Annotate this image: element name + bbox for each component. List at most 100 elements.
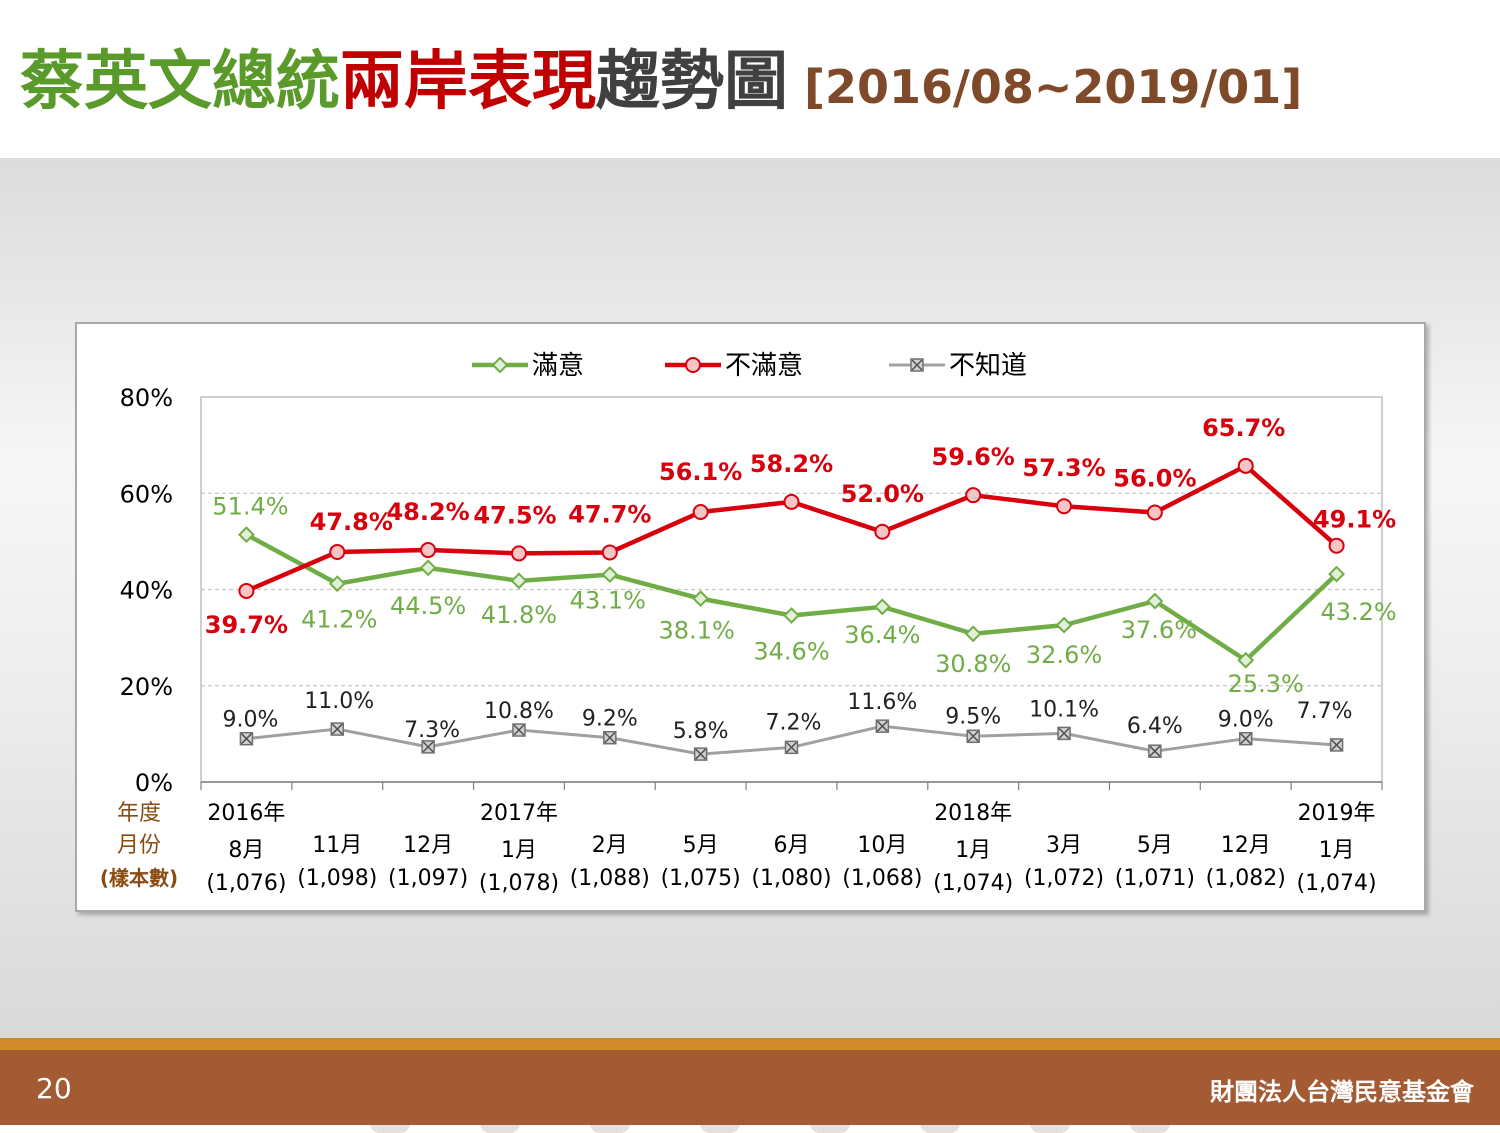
data-point-dissatisfied <box>238 582 255 599</box>
data-label-dissatisfied: 52.0% <box>841 480 924 508</box>
data-point-dont-know <box>1148 744 1162 758</box>
x-sample-label: (1,097) <box>388 866 468 891</box>
data-label-dissatisfied: 59.6% <box>932 443 1015 471</box>
x-month-label: 12月 <box>403 833 453 858</box>
x-year-label: 2017年 <box>480 801 558 826</box>
data-point-satisfied <box>1055 616 1073 634</box>
data-label-dissatisfied: 47.8% <box>310 508 393 536</box>
data-point-dissatisfied <box>874 523 891 540</box>
data-label-dissatisfied: 48.2% <box>386 498 469 526</box>
data-label-dont-know: 10.8% <box>484 699 554 724</box>
data-label-dont-know: 7.3% <box>404 718 460 743</box>
organization-name: 財團法人台灣民意基金會 <box>1210 1078 1474 1106</box>
data-label-dont-know: 9.2% <box>582 707 638 732</box>
chart-panel: 0% 20% 40% 60% 80% 2016年 8月 (1,076) 11月 (1,098) 12… <box>75 322 1426 912</box>
x-month-label: 8月 <box>228 838 264 863</box>
data-label-dissatisfied: 47.7% <box>568 500 651 528</box>
row-label-year: 年度 <box>117 801 161 826</box>
data-label-satisfied: 41.2% <box>301 606 377 634</box>
x-month-label: 1月 <box>1319 838 1355 863</box>
data-label-dissatisfied: 65.7% <box>1202 414 1285 442</box>
y-tick-label: 20% <box>120 673 173 701</box>
data-point-dont-know <box>784 740 799 755</box>
data-point-dissatisfied <box>692 504 709 521</box>
data-label-dissatisfied: 58.2% <box>750 450 833 478</box>
data-point-dont-know <box>421 740 435 754</box>
y-tick-label: 60% <box>120 480 173 508</box>
legend-label-dont-know: 不知道 <box>949 351 1027 381</box>
slide-title: 蔡英文總統兩岸表現趨勢圖 [2016/08~2019/01] <box>20 42 1302 127</box>
data-point-satisfied <box>692 590 710 608</box>
x-sample-label: (1,068) <box>842 866 922 891</box>
data-label-dont-know: 10.1% <box>1029 697 1099 722</box>
data-label-dissatisfied: 56.0% <box>1113 465 1196 493</box>
x-month-label: 11月 <box>312 833 362 858</box>
data-point-satisfied <box>964 625 982 643</box>
data-point-satisfied <box>419 559 437 577</box>
data-label-dont-know: 11.6% <box>847 690 917 715</box>
x-month-label: 6月 <box>774 833 810 858</box>
x-month-label: 3月 <box>1046 833 1082 858</box>
data-point-dissatisfied <box>965 487 982 504</box>
x-month-label: 1月 <box>955 838 991 863</box>
data-point-dissatisfied <box>601 544 618 561</box>
data-label-satisfied: 38.1% <box>659 617 735 645</box>
x-sample-label: (1,078) <box>479 871 559 896</box>
data-label-satisfied: 41.8% <box>481 601 557 629</box>
x-sample-label: (1,088) <box>570 866 650 891</box>
data-label-dont-know: 9.0% <box>222 708 278 733</box>
x-year-label: 2018年 <box>934 801 1012 826</box>
x-year-label: 2016年 <box>207 801 285 826</box>
x-sample-label: (1,071) <box>1115 866 1195 891</box>
slide-footer: 20 財團法人台灣民意基金會 <box>0 1050 1500 1125</box>
line-chart: 0% 20% 40% 60% 80% 2016年 8月 (1,076) 11月 (1,098) 12… <box>100 351 1397 896</box>
x-sample-label: (1,076) <box>206 871 286 896</box>
data-label-satisfied: 32.6% <box>1026 641 1102 669</box>
data-label-satisfied: 30.8% <box>935 650 1011 678</box>
data-label-dont-know: 6.4% <box>1127 714 1183 739</box>
data-label-dont-know: 11.0% <box>304 689 374 714</box>
x-month-label: 10月 <box>857 833 907 858</box>
data-point-dont-know <box>1238 731 1253 746</box>
row-label-month: 月份 <box>117 833 161 858</box>
data-point-dissatisfied <box>1328 537 1345 554</box>
data-label-dont-know: 9.5% <box>945 704 1001 729</box>
x-sample-label: (1,098) <box>297 866 377 891</box>
data-point-satisfied <box>510 572 528 590</box>
data-point-dont-know <box>966 729 980 744</box>
slide-header: 蔡英文總統兩岸表現趨勢圖 [2016/08~2019/01] <box>0 0 1500 158</box>
data-label-dont-know: 7.7% <box>1297 699 1353 724</box>
data-point-dont-know <box>1329 738 1344 752</box>
data-point-dont-know <box>603 730 617 745</box>
data-point-dissatisfied <box>783 493 800 510</box>
x-sample-label: (1,072) <box>1024 866 1104 891</box>
y-tick-label: 40% <box>120 577 173 605</box>
y-tick-label: 80% <box>120 384 173 412</box>
x-sample-label: (1,074) <box>1296 871 1376 896</box>
x-month-label: 12月 <box>1221 833 1271 858</box>
data-point-dont-know <box>875 719 890 733</box>
data-label-dissatisfied: 49.1% <box>1313 506 1396 534</box>
data-label-satisfied: 37.6% <box>1121 616 1197 644</box>
data-label-satisfied: 44.5% <box>390 592 466 620</box>
data-point-dissatisfied <box>1237 457 1254 474</box>
data-point-satisfied <box>783 607 800 624</box>
data-label-dissatisfied: 56.1% <box>659 458 742 486</box>
data-label-dissatisfied: 57.3% <box>1022 454 1105 482</box>
data-point-dont-know <box>239 731 254 746</box>
data-point-dont-know <box>1057 726 1071 741</box>
x-sample-label: (1,075) <box>661 866 741 891</box>
title-part-cross-strait: 兩岸表現 <box>340 45 596 119</box>
data-point-satisfied <box>1146 592 1164 610</box>
data-point-dont-know <box>512 723 526 737</box>
data-point-satisfied <box>1237 651 1255 669</box>
legend-marker-satisfied <box>491 356 509 374</box>
x-month-label: 1月 <box>501 838 537 863</box>
x-month-label: 2月 <box>592 833 628 858</box>
legend-label-dissatisfied: 不滿意 <box>725 351 803 381</box>
data-label-dont-know: 5.8% <box>673 719 729 744</box>
legend-marker-dissatisfied <box>685 357 701 373</box>
title-part-president: 蔡英文總統 <box>20 45 340 119</box>
x-sample-label: (1,082) <box>1206 866 1286 891</box>
data-point-satisfied <box>1328 565 1345 583</box>
